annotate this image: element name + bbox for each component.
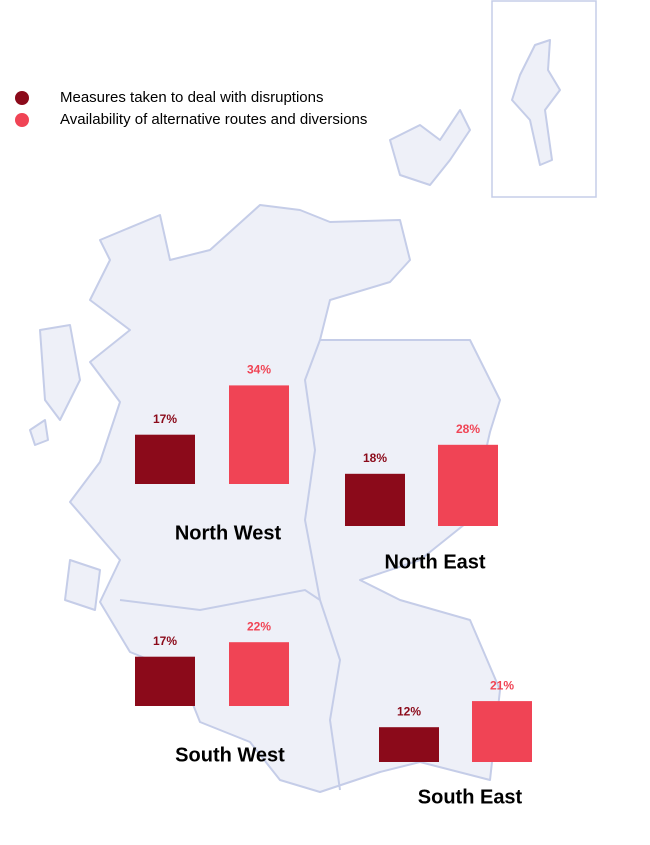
value-label: 22%: [247, 619, 271, 633]
island: [64, 559, 101, 611]
region-label: South West: [175, 744, 285, 766]
legend-swatch: [15, 91, 29, 105]
region-border: [119, 339, 342, 791]
value-label: 12%: [397, 704, 421, 718]
island: [29, 419, 49, 446]
legend-swatch: [15, 113, 29, 127]
legend-label: Measures taken to deal with disruptions: [60, 89, 323, 106]
legend-label: Availability of alternative routes and d…: [60, 111, 367, 128]
bar: [229, 642, 289, 706]
region-label: North West: [175, 522, 282, 544]
bar: [229, 385, 289, 484]
mainland: [69, 204, 501, 793]
map-outline: [29, 0, 597, 793]
value-label: 17%: [153, 634, 177, 648]
island: [39, 324, 81, 421]
bar: [438, 444, 498, 526]
bar: [135, 434, 195, 484]
shetland: [511, 39, 561, 166]
bar: [135, 656, 195, 706]
inset-frame: [491, 0, 597, 198]
value-label: 18%: [363, 451, 387, 465]
bar: [345, 473, 405, 526]
value-label: 21%: [490, 678, 514, 692]
region-label: South East: [418, 786, 523, 808]
bar: [472, 701, 532, 762]
bar: [379, 727, 439, 762]
value-label: 28%: [456, 422, 480, 436]
region-label: North East: [384, 551, 485, 573]
value-label: 34%: [247, 363, 271, 377]
value-label: 17%: [153, 412, 177, 426]
orkney: [389, 109, 471, 186]
